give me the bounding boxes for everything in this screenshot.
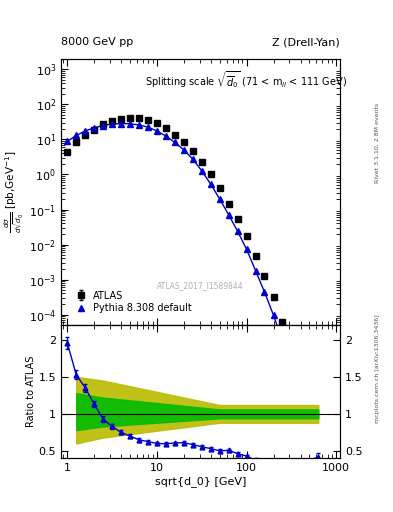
Text: Splitting scale $\sqrt{\overline{d}_{0}}$ (71 < m$_{ll}$ < 111 GeV): Splitting scale $\sqrt{\overline{d}_{0}}…: [145, 70, 347, 91]
X-axis label: sqrt{d_0} [GeV]: sqrt{d_0} [GeV]: [155, 476, 246, 487]
Text: Rivet 3.1.10, 2.8M events: Rivet 3.1.10, 2.8M events: [375, 103, 380, 183]
Text: ATLAS_2017_I1589844: ATLAS_2017_I1589844: [157, 281, 244, 290]
Y-axis label: $\frac{d\sigma}{d\sqrt{d_{0}}}$ [pb,GeV$^{-1}$]: $\frac{d\sigma}{d\sqrt{d_{0}}}$ [pb,GeV$…: [3, 151, 26, 233]
Y-axis label: Ratio to ATLAS: Ratio to ATLAS: [26, 356, 36, 428]
Text: 8000 GeV pp: 8000 GeV pp: [61, 37, 133, 47]
Legend: ATLAS, Pythia 8.308 default: ATLAS, Pythia 8.308 default: [72, 289, 193, 315]
Text: Z (Drell-Yan): Z (Drell-Yan): [272, 37, 340, 47]
Text: mcplots.cern.ch [arXiv:1306.3436]: mcplots.cern.ch [arXiv:1306.3436]: [375, 314, 380, 423]
